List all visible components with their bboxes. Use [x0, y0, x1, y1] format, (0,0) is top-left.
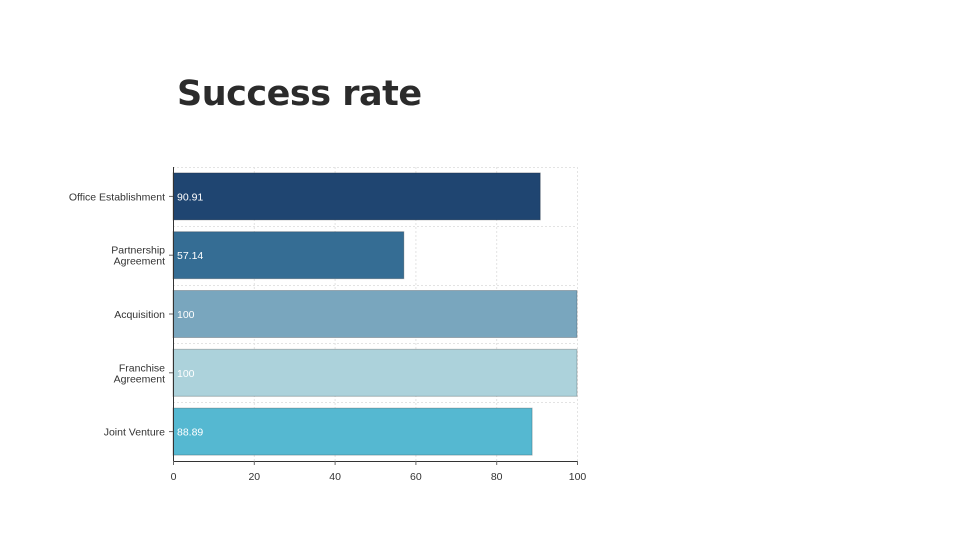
- category-label-line: Partnership: [111, 245, 165, 257]
- bar-value-label: 90.91: [177, 191, 203, 203]
- bar-value-label: 100: [177, 309, 195, 321]
- x-tick-label: 100: [569, 471, 587, 483]
- x-tick-label: 0: [171, 471, 177, 483]
- category-label: Acquisition: [114, 309, 165, 321]
- labels: 90.91 Office Establishment 57.14 Partnershi…: [69, 191, 587, 483]
- category-label-line: Acquisition: [114, 309, 165, 321]
- category-label-line: Franchise: [119, 362, 165, 374]
- x-tick-label: 80: [491, 471, 503, 483]
- bar-value-label: 57.14: [177, 250, 203, 262]
- bar: [172, 407, 533, 456]
- bar-value-label: 100: [177, 368, 195, 380]
- bar: [172, 348, 578, 397]
- category-label: Joint Venture: [104, 427, 165, 439]
- bar: [172, 231, 405, 280]
- x-tick-label: 20: [248, 471, 260, 483]
- category-label: Partnership Agreement: [111, 245, 165, 268]
- x-tick-label: 40: [329, 471, 341, 483]
- category-label: Franchise Agreement: [114, 362, 166, 385]
- axes: [169, 167, 578, 465]
- bars: [172, 172, 578, 456]
- category-label-line: Office Establishment: [69, 191, 165, 203]
- category-label: Office Establishment: [69, 191, 165, 203]
- category-label-line: Joint Venture: [104, 427, 165, 439]
- category-label-line: Agreement: [114, 256, 165, 268]
- page-title: Success rate: [177, 74, 422, 114]
- bar: [172, 290, 578, 338]
- bar: [172, 172, 541, 221]
- x-tick-label: 60: [410, 471, 422, 483]
- category-label-line: Agreement: [114, 373, 165, 385]
- bar-value-label: 88.89: [177, 427, 203, 439]
